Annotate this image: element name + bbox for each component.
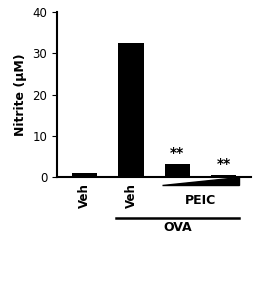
Text: Veh: Veh: [78, 183, 91, 208]
Bar: [118, 43, 144, 177]
Bar: [72, 173, 97, 177]
Bar: [164, 164, 190, 177]
Text: Veh: Veh: [125, 183, 138, 208]
Text: PEIC: PEIC: [185, 194, 216, 207]
Bar: [211, 175, 236, 177]
Text: OVA: OVA: [163, 221, 192, 234]
Text: **: **: [216, 157, 231, 171]
Text: **: **: [170, 145, 184, 160]
Y-axis label: Nitrite (μM): Nitrite (μM): [14, 53, 27, 136]
